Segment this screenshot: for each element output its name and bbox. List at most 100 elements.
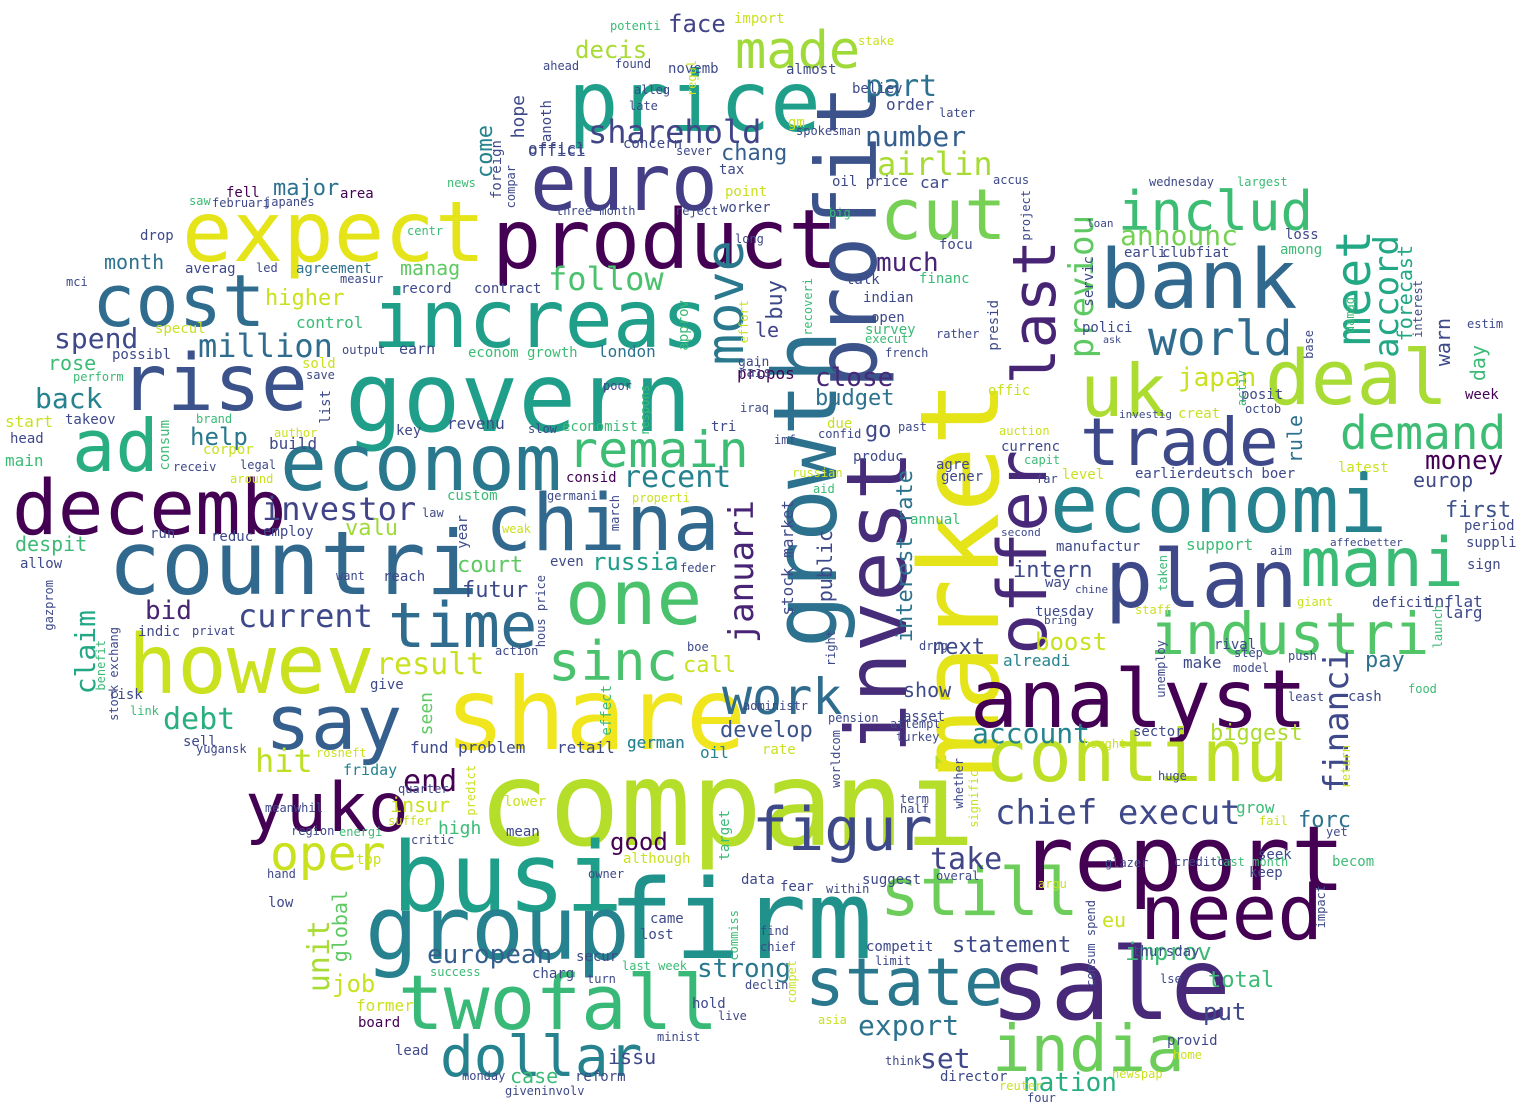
cloud-word: set — [920, 1042, 971, 1075]
cloud-word: takeov — [65, 412, 116, 428]
cloud-word: provid — [1167, 1033, 1218, 1049]
cloud-word: bought — [1083, 737, 1127, 751]
cloud-word: rate — [762, 742, 796, 758]
cloud-word: open — [871, 310, 905, 326]
cloud-word: wednesday — [1149, 175, 1215, 189]
cloud-word: put — [1203, 998, 1247, 1026]
cloud-word: record — [401, 281, 452, 297]
cloud-word: fell — [226, 185, 260, 201]
cloud-word: iraq — [740, 401, 769, 415]
cloud-word: investig — [1119, 408, 1172, 421]
cloud-word: current — [238, 597, 373, 635]
cloud-word: board — [358, 1015, 401, 1031]
cloud-word: remain — [568, 421, 749, 479]
cloud-word: start — [5, 412, 54, 431]
cloud-word: inflat — [1425, 592, 1483, 611]
cloud-word: despit — [15, 532, 88, 556]
cloud-word: sinc — [548, 630, 679, 693]
cloud-word: posit — [1241, 387, 1284, 403]
cloud-word: total — [1208, 968, 1275, 993]
cloud-word: later — [939, 106, 976, 120]
cloud-word: alreadi — [1003, 651, 1071, 670]
cloud-word: airlin — [877, 145, 993, 183]
cloud-word: higher — [265, 286, 345, 311]
cloud-word: reduc — [211, 529, 254, 545]
cloud-word: properti — [632, 491, 690, 505]
cloud-word: account — [972, 717, 1091, 750]
cloud-word: court — [457, 553, 524, 578]
cloud-word: gener — [941, 469, 984, 485]
cloud-word: hand — [267, 867, 296, 881]
cloud-word: oil — [700, 743, 729, 762]
cloud-word: quarter — [398, 782, 449, 796]
cloud-word: survey — [865, 322, 916, 338]
cloud-word: industri — [1150, 600, 1430, 668]
cloud-word: warn — [1431, 318, 1455, 367]
cloud-word: secur — [576, 949, 619, 965]
cloud-word: taken — [1156, 555, 1170, 592]
cloud-word: presid — [986, 300, 1002, 351]
cloud-word: sold — [302, 356, 336, 372]
cloud-word: world — [1148, 311, 1293, 367]
cloud-word: home — [1173, 1048, 1202, 1062]
cloud-word: low — [268, 895, 294, 911]
cloud-word: rosneft — [316, 746, 367, 760]
cloud-word: owner — [588, 867, 625, 881]
cloud-word: indic — [138, 624, 181, 640]
cloud-word: execut — [865, 332, 909, 346]
cloud-word: step — [1234, 646, 1263, 660]
cloud-word: follow — [548, 260, 664, 298]
cloud-word: found — [615, 57, 652, 71]
cloud-word: accus — [993, 173, 1030, 187]
cloud-word: big — [829, 206, 851, 220]
cloud-word: increas — [372, 273, 710, 366]
cloud-word: base — [1302, 330, 1316, 359]
cloud-word: firm — [608, 856, 873, 984]
cloud-word: japanes — [264, 195, 315, 209]
cloud-word: project — [1019, 190, 1033, 241]
cloud-word: order — [886, 95, 935, 114]
cloud-word: global — [328, 890, 352, 963]
cloud-word: author — [274, 426, 318, 440]
cloud-word: part — [865, 69, 938, 104]
cloud-word: hit — [255, 742, 313, 780]
cloud-word: econom growth — [468, 345, 578, 361]
cloud-word: issu — [608, 1045, 657, 1069]
cloud-word: find — [760, 924, 789, 938]
cloud-word: asset — [903, 709, 946, 725]
cloud-word: signific — [967, 770, 981, 828]
cloud-word: still — [880, 854, 1079, 931]
cloud-word: number — [865, 120, 967, 153]
cloud-word: sever — [676, 144, 713, 158]
cloud-word: trade — [1080, 404, 1279, 481]
cloud-word: countri — [108, 512, 479, 615]
cloud-word: retail — [557, 738, 615, 757]
cloud-word: benefit — [94, 640, 108, 691]
cloud-word: second — [1001, 526, 1041, 539]
cloud-word: former — [356, 996, 414, 1015]
cloud-word: effort — [737, 300, 751, 344]
cloud-word: earlierdeutsch boer — [1135, 466, 1296, 482]
cloud-word: march — [608, 495, 622, 532]
cloud-word: russian — [792, 466, 843, 480]
cloud-word: februari — [212, 196, 270, 210]
cloud-word: support — [1186, 535, 1254, 554]
cloud-word: rais — [738, 365, 772, 381]
cloud-word: food — [1408, 682, 1437, 696]
cloud-word: consum — [157, 420, 173, 471]
cloud-word: long — [735, 232, 764, 246]
cloud-word: nation — [1023, 1068, 1117, 1098]
cloud-word: grow — [1236, 798, 1275, 817]
cloud-word: figur — [752, 795, 933, 865]
cloud-word: fail — [1259, 814, 1288, 828]
cloud-word: among — [1280, 242, 1323, 258]
cloud-word: director — [940, 1069, 1008, 1085]
cloud-word: even — [550, 554, 584, 570]
cloud-word: receiv — [173, 460, 217, 474]
cloud-word: last week — [622, 959, 688, 973]
cloud-word: time — [388, 589, 538, 662]
cloud-word: centr — [407, 224, 444, 238]
cloud-word: capit — [1024, 453, 1061, 467]
cloud-word: interest rate — [893, 470, 918, 643]
cloud-word: potenti — [610, 19, 661, 33]
